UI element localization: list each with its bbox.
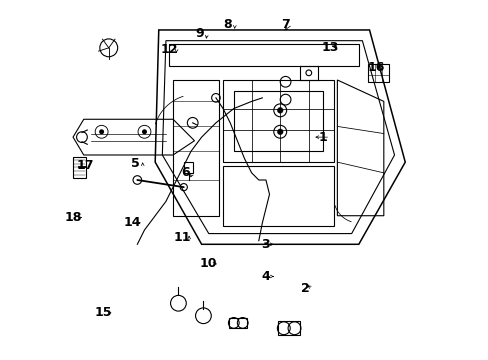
Text: 10: 10 — [200, 257, 217, 270]
Text: 4: 4 — [261, 270, 270, 283]
Circle shape — [99, 129, 104, 134]
Text: 8: 8 — [223, 18, 231, 31]
Text: 2: 2 — [300, 283, 309, 296]
Text: 9: 9 — [195, 27, 204, 40]
Text: 5: 5 — [131, 157, 140, 170]
Bar — [73, 157, 85, 178]
Text: 15: 15 — [95, 306, 112, 319]
Text: 17: 17 — [77, 159, 94, 172]
Text: 13: 13 — [321, 41, 338, 54]
Circle shape — [277, 108, 283, 113]
Text: 7: 7 — [281, 18, 289, 31]
Bar — [229, 318, 247, 328]
Text: 1: 1 — [318, 131, 327, 144]
Text: 6: 6 — [181, 166, 189, 179]
Text: 3: 3 — [261, 238, 270, 251]
Bar — [183, 162, 192, 173]
Text: 16: 16 — [366, 61, 384, 74]
Bar — [367, 64, 388, 82]
Circle shape — [277, 129, 283, 135]
Text: 12: 12 — [161, 43, 178, 56]
Text: 14: 14 — [123, 216, 141, 229]
Text: 18: 18 — [65, 211, 82, 224]
Text: 11: 11 — [173, 231, 190, 244]
Bar — [278, 321, 299, 336]
Circle shape — [142, 129, 147, 134]
